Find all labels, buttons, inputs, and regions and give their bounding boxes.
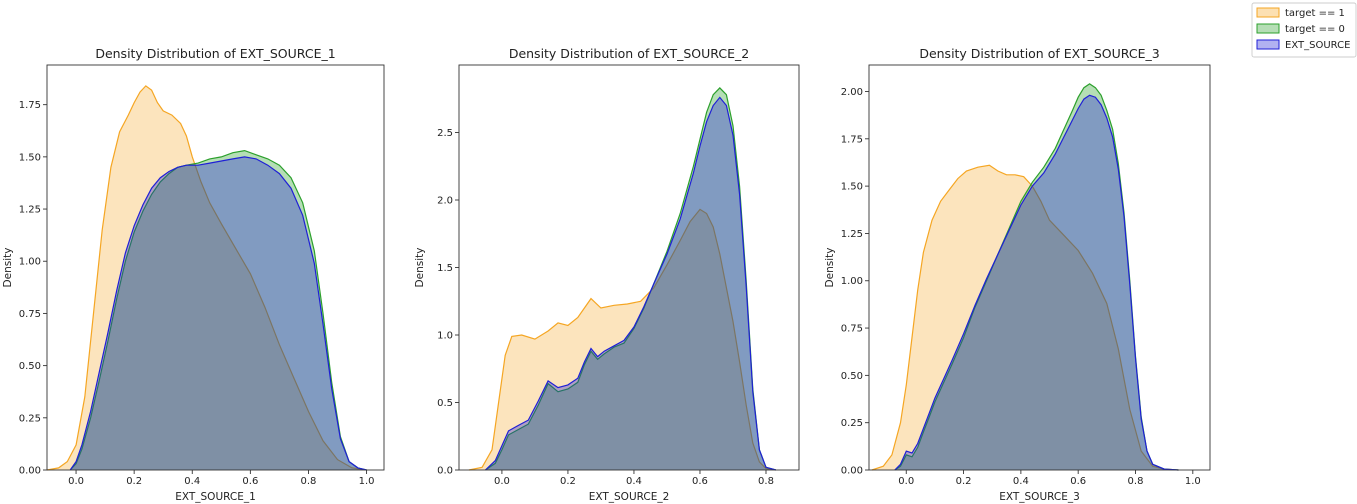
y-tick-label: 0.0: [437, 466, 453, 477]
series-line-ext-source: [484, 96, 777, 471]
y-tick-label: 0.25: [841, 418, 863, 429]
x-tick-label: 0.8: [758, 476, 774, 487]
x-tick-label: 0.2: [560, 476, 576, 487]
x-tick-label: 0.4: [1013, 476, 1029, 487]
x-tick-label: 0.4: [626, 476, 642, 487]
y-tick-label: 1.50: [19, 152, 41, 163]
x-tick-label: 0.6: [1070, 476, 1086, 487]
y-axis-label: Density: [824, 248, 836, 288]
y-tick-label: 1.75: [841, 134, 863, 145]
y-tick-label: 1.25: [19, 205, 41, 216]
legend-label-ext-source: EXT_SOURCE: [1285, 40, 1350, 51]
y-axis-label: Density: [2, 248, 14, 288]
y-tick-label: 1.0: [437, 331, 453, 342]
x-tick-label: 0.8: [1128, 476, 1144, 487]
y-tick-label: 0.5: [437, 398, 453, 409]
y-tick-label: 1.25: [841, 229, 863, 240]
x-tick-label: 0.0: [898, 476, 914, 487]
x-tick-label: 0.0: [68, 476, 84, 487]
y-tick-label: 1.00: [841, 276, 863, 287]
chart-1: 0.0 0.2 0.4 0.6 0.8 1.0 0.00 0.25 0.50 0.75 1.00 1.…: [2, 46, 385, 503]
series-area-target-0: [894, 83, 1179, 471]
y-tick-label: 1.75: [19, 100, 41, 111]
series-line-ext-source: [69, 156, 367, 471]
y-tick-label: 0.50: [19, 361, 41, 372]
x-tick-label: 0.8: [301, 476, 317, 487]
x-axis-label: EXT_SOURCE_3: [999, 491, 1080, 503]
series-line-target-1: [871, 164, 1179, 471]
legend-swatch-target-1: [1256, 7, 1280, 18]
y-tick-label: 2.5: [437, 128, 453, 139]
y-tick-label: 0.00: [841, 466, 863, 477]
y-tick-label: 0.75: [19, 309, 41, 320]
y-tick-label: 1.00: [19, 257, 41, 268]
chart-title: Density Distribution of EXT_SOURCE_2: [509, 46, 749, 61]
x-tick-label: 0.6: [692, 476, 708, 487]
y-tick-label: 0.50: [841, 371, 863, 382]
plot-frame: [868, 64, 1211, 471]
series-line-target-1: [46, 85, 367, 471]
y-tick-label: 2.0: [437, 196, 453, 207]
x-tick-label: 1.0: [359, 476, 375, 487]
series-area-target-1: [871, 165, 1179, 471]
x-tick-label: 0.6: [242, 476, 258, 487]
series-area-target-0: [70, 150, 367, 470]
legend-swatch-ext-source: [1256, 39, 1280, 50]
y-tick-label: 2.00: [841, 87, 863, 98]
legend-label-target-0: target == 0: [1285, 24, 1345, 35]
series-line-target-0: [485, 87, 777, 471]
chart-title: Density Distribution of EXT_SOURCE_1: [95, 46, 335, 61]
series-area-target-1: [47, 85, 367, 471]
y-tick-label: 0.25: [19, 413, 41, 424]
series-line-target-1: [468, 208, 776, 471]
x-axis-label: EXT_SOURCE_1: [175, 491, 256, 503]
series-area-ext-source: [70, 156, 367, 470]
x-axis-label: EXT_SOURCE_2: [589, 491, 670, 503]
y-tick-label: 1.5: [437, 263, 453, 274]
series-area-target-0: [485, 87, 776, 471]
x-tick-label: 0.2: [956, 476, 972, 487]
series-area-ext-source: [894, 95, 1179, 471]
y-axis-label: Density: [414, 248, 426, 288]
legend-label-target-1: target == 1: [1285, 8, 1345, 19]
legend-swatch-target-0: [1256, 23, 1280, 34]
chart-2: 0.0 0.2 0.4 0.6 0.8 0.0 0.5 1.0 1.5 2.0 2.5 Density…: [414, 46, 800, 503]
plot-frame: [46, 64, 385, 471]
series-line-target-0: [69, 149, 367, 471]
y-tick-label: 0.75: [841, 324, 863, 335]
y-tick-label: 0.00: [19, 466, 41, 477]
series-line-ext-source: [894, 94, 1179, 471]
legend: target == 1 target == 0 EXT_SOURCE: [1251, 2, 1357, 58]
series-area-target-1: [468, 209, 776, 470]
x-tick-label: 0.4: [184, 476, 200, 487]
x-tick-label: 0.2: [126, 476, 142, 487]
chart-3: 0.0 0.2 0.4 0.6 0.8 1.0 0.00 0.25 0.50 0.75 1.00 1.…: [824, 46, 1211, 503]
x-tick-label: 0.0: [494, 476, 510, 487]
y-tick-label: 1.50: [841, 182, 863, 193]
chart-title: Density Distribution of EXT_SOURCE_3: [919, 46, 1159, 61]
series-area-ext-source: [485, 97, 776, 471]
x-tick-label: 1.0: [1185, 476, 1201, 487]
